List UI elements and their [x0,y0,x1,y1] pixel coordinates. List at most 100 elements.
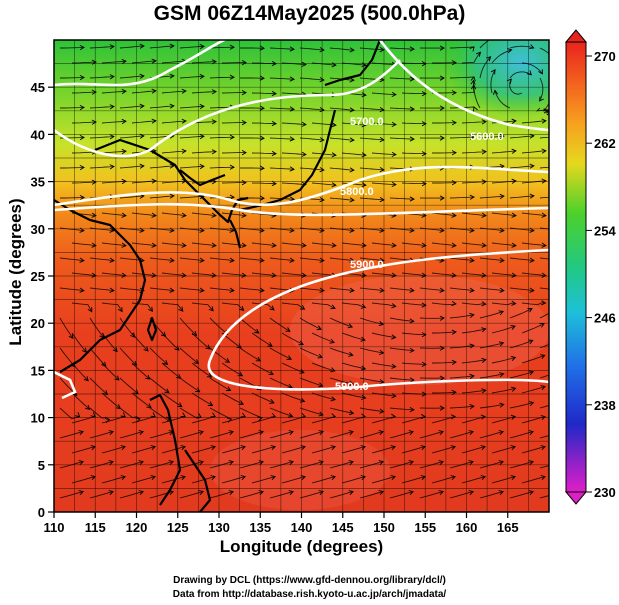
streamline-arrowhead [120,475,126,481]
streamline [419,431,444,439]
streamline-arrowhead [451,389,457,396]
streamline-arrowhead [498,430,504,436]
streamline [341,476,366,484]
streamline [521,446,546,454]
streamline [329,377,354,385]
streamline-arrowhead [379,167,385,173]
streamline [89,377,108,395]
streamline-arrowhead [439,45,445,51]
streamline-arrowhead [181,242,187,248]
streamline-arrowhead [121,178,127,185]
streamline [59,257,84,262]
streamline-arrowhead [199,227,205,233]
streamline [89,46,114,49]
streamline [89,76,114,79]
streamline-arrowhead [289,227,295,233]
streamline-arrowhead [379,47,385,53]
streamline [389,407,414,411]
streamline-arrowhead [439,75,445,81]
streamline [119,135,144,139]
streamline [401,242,426,247]
streamline [359,47,384,51]
streamline [389,107,415,110]
streamline [461,328,486,334]
streamline-arrowhead [409,287,415,293]
streamline [251,182,277,185]
streamline [509,257,534,262]
streamline [89,106,114,109]
streamline [161,90,186,94]
streamline [461,476,486,484]
streamline-arrowhead [480,445,486,451]
streamline-arrowhead [241,90,247,96]
streamline-arrowhead [421,61,427,67]
streamline-arrowhead [420,445,426,451]
streamline-arrowhead [301,242,307,248]
streamline [119,317,135,338]
streamline-arrowhead [451,120,457,126]
streamline-arrowhead [207,401,214,406]
streamline-arrowhead [211,59,217,65]
streamline-arrowhead [558,369,563,373]
streamline [509,491,534,499]
streamline-arrowhead [379,287,385,293]
streamline-arrowhead [361,62,367,68]
streamline-arrowhead [560,258,564,262]
streamline-arrowhead [541,178,547,184]
streamline-arrowhead [540,475,546,481]
streamline-arrowhead [121,212,127,218]
streamline-arrowhead [90,412,96,418]
streamline-arrowhead [150,412,156,418]
streamline-arrowhead [109,104,115,110]
streamline-arrowhead [121,58,127,65]
streamline-arrowhead [379,107,385,113]
streamline [239,347,261,362]
streamline-arrowhead [150,445,156,451]
y-tick-label: 10 [31,411,45,426]
streamline-arrowhead [378,321,385,327]
streamline [59,461,84,469]
streamline [281,62,306,66]
streamline-arrowhead [499,193,505,200]
streamline-arrowhead [169,43,175,49]
streamline [509,45,534,49]
streamline [521,180,546,184]
streamline-arrowhead [318,430,324,436]
streamline [299,461,324,469]
streamline-arrowhead [481,242,487,248]
x-tick-label: 160 [456,520,478,535]
streamline-arrowhead [421,332,427,338]
streamline-arrowhead [391,242,397,248]
streamline [119,45,144,49]
y-tick-label: 20 [31,316,45,331]
streamline-arrowhead [211,212,217,218]
streamline [161,150,186,154]
streamline-arrowhead [361,152,367,158]
streamline [161,272,186,277]
streamline-arrowhead [101,361,107,367]
streamline-arrowhead [499,287,505,293]
streamline [539,287,549,290]
streamline [101,212,126,217]
streamline-arrowhead [486,56,492,62]
streamline-arrowhead [451,90,457,96]
streamline-arrowhead [228,430,234,436]
streamline [269,167,295,170]
streamline [179,135,204,139]
streamline-arrowhead [360,475,366,481]
streamline-arrowhead [139,163,145,169]
streamline-arrowhead [546,110,549,116]
streamline [491,242,516,247]
x-tick-label: 155 [414,520,436,535]
streamline [60,46,85,49]
streamline-arrowhead [79,257,85,263]
streamline [509,71,532,79]
streamline [449,405,474,409]
streamline [539,227,549,230]
streamline-arrowhead [169,257,175,263]
streamline-arrowhead [469,403,475,410]
streamline-arrowhead [90,445,96,451]
streamline [209,287,234,292]
streamline [179,227,204,232]
streamline-arrowhead [138,490,144,496]
